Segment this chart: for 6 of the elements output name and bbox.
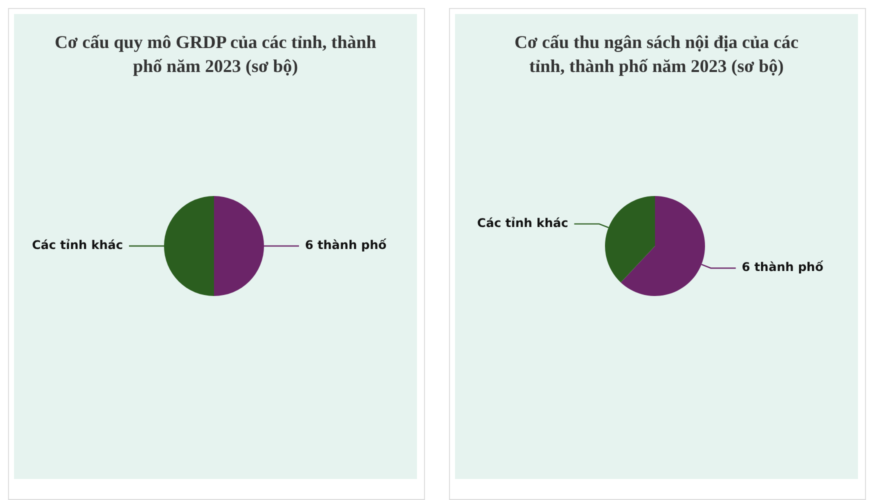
slice-label: 6 thành phố (305, 238, 388, 252)
chart-title: Cơ cấu quy mô GRDP của các tỉnh, thành phố năm 2023 (sơ bộ) (54, 31, 378, 78)
slice-label: Các tỉnh khác (477, 216, 568, 230)
slice-label: 6 thành phố (742, 260, 824, 274)
slice-label: Các tỉnh khác (32, 238, 123, 252)
chart-title: Cơ cấu thu ngân sách nội địa của các tỉnh, thành phố năm 2023 (sơ bộ) (513, 31, 800, 78)
